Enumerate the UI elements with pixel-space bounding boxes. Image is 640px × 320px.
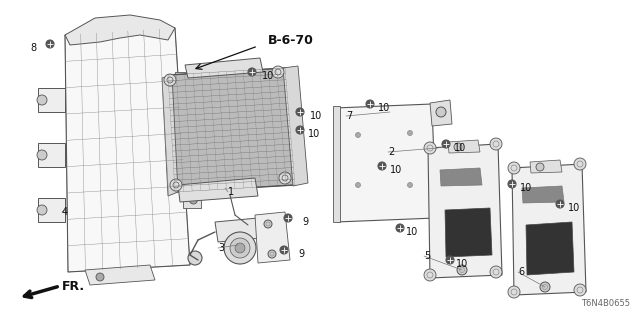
Polygon shape <box>65 15 175 45</box>
Text: T6N4B0655: T6N4B0655 <box>581 299 630 308</box>
Text: 10: 10 <box>378 103 390 113</box>
Polygon shape <box>283 66 308 186</box>
Text: 1: 1 <box>228 187 234 197</box>
Circle shape <box>508 286 520 298</box>
Circle shape <box>46 40 54 48</box>
Circle shape <box>424 142 436 154</box>
Circle shape <box>366 100 374 108</box>
Polygon shape <box>185 58 263 78</box>
Bar <box>175 72 193 88</box>
Circle shape <box>408 131 413 135</box>
Circle shape <box>446 256 454 264</box>
Circle shape <box>188 251 202 265</box>
Polygon shape <box>162 75 178 196</box>
Circle shape <box>284 214 292 222</box>
Text: 10: 10 <box>520 183 532 193</box>
Polygon shape <box>530 160 562 173</box>
Text: 6: 6 <box>518 267 524 277</box>
Circle shape <box>378 162 386 170</box>
Circle shape <box>37 150 47 160</box>
Circle shape <box>37 95 47 105</box>
Bar <box>179 132 197 148</box>
Circle shape <box>442 140 450 148</box>
Text: 9: 9 <box>298 249 304 259</box>
Circle shape <box>170 179 182 191</box>
Circle shape <box>408 182 413 188</box>
Circle shape <box>279 172 291 184</box>
Circle shape <box>436 107 446 117</box>
Polygon shape <box>512 164 586 295</box>
Polygon shape <box>38 88 65 112</box>
Text: 9: 9 <box>302 217 308 227</box>
Text: 10: 10 <box>406 227 419 237</box>
Circle shape <box>490 138 502 150</box>
Circle shape <box>424 269 436 281</box>
Text: 3: 3 <box>218 243 224 253</box>
Polygon shape <box>522 186 564 203</box>
Circle shape <box>556 200 564 208</box>
Circle shape <box>355 132 360 138</box>
Circle shape <box>268 250 276 258</box>
Circle shape <box>96 273 104 281</box>
Circle shape <box>235 243 245 253</box>
Polygon shape <box>215 218 262 242</box>
Circle shape <box>396 224 404 232</box>
Circle shape <box>540 282 550 292</box>
Polygon shape <box>38 143 65 167</box>
Polygon shape <box>65 28 190 272</box>
Polygon shape <box>333 106 340 222</box>
Circle shape <box>230 238 250 258</box>
Circle shape <box>508 180 516 188</box>
Circle shape <box>574 284 586 296</box>
Text: 10: 10 <box>390 165 403 175</box>
Text: 10: 10 <box>568 203 580 213</box>
Bar <box>184 192 202 208</box>
Circle shape <box>181 76 189 84</box>
Polygon shape <box>445 208 492 257</box>
Polygon shape <box>526 222 574 275</box>
Polygon shape <box>38 198 65 222</box>
Circle shape <box>296 108 304 116</box>
Text: 2: 2 <box>388 147 394 157</box>
Text: 10: 10 <box>310 111 323 121</box>
Circle shape <box>164 74 176 86</box>
Polygon shape <box>178 178 258 202</box>
Circle shape <box>457 265 467 275</box>
Polygon shape <box>85 265 155 285</box>
Polygon shape <box>335 104 436 222</box>
Text: 10: 10 <box>308 129 320 139</box>
Polygon shape <box>448 140 480 153</box>
Circle shape <box>296 126 304 134</box>
Text: 10: 10 <box>456 259 468 269</box>
Circle shape <box>508 162 520 174</box>
Text: 10: 10 <box>262 71 275 81</box>
Circle shape <box>224 232 256 264</box>
Circle shape <box>355 182 360 188</box>
Text: 4: 4 <box>62 207 68 217</box>
Polygon shape <box>168 68 295 192</box>
Text: 10: 10 <box>454 143 467 153</box>
Polygon shape <box>255 212 290 263</box>
Circle shape <box>454 143 462 151</box>
Circle shape <box>248 68 256 76</box>
Circle shape <box>272 66 284 78</box>
Circle shape <box>574 158 586 170</box>
Polygon shape <box>430 100 452 126</box>
Polygon shape <box>428 144 502 278</box>
Text: FR.: FR. <box>62 279 85 292</box>
Circle shape <box>490 266 502 278</box>
Circle shape <box>185 136 193 144</box>
Circle shape <box>264 220 272 228</box>
Text: B-6-70: B-6-70 <box>268 34 314 46</box>
Text: 8: 8 <box>30 43 36 53</box>
Text: 5: 5 <box>424 251 430 261</box>
Circle shape <box>37 205 47 215</box>
Circle shape <box>280 246 288 254</box>
Text: 7: 7 <box>346 111 352 121</box>
Circle shape <box>536 163 544 171</box>
Polygon shape <box>440 168 482 186</box>
Circle shape <box>189 196 197 204</box>
